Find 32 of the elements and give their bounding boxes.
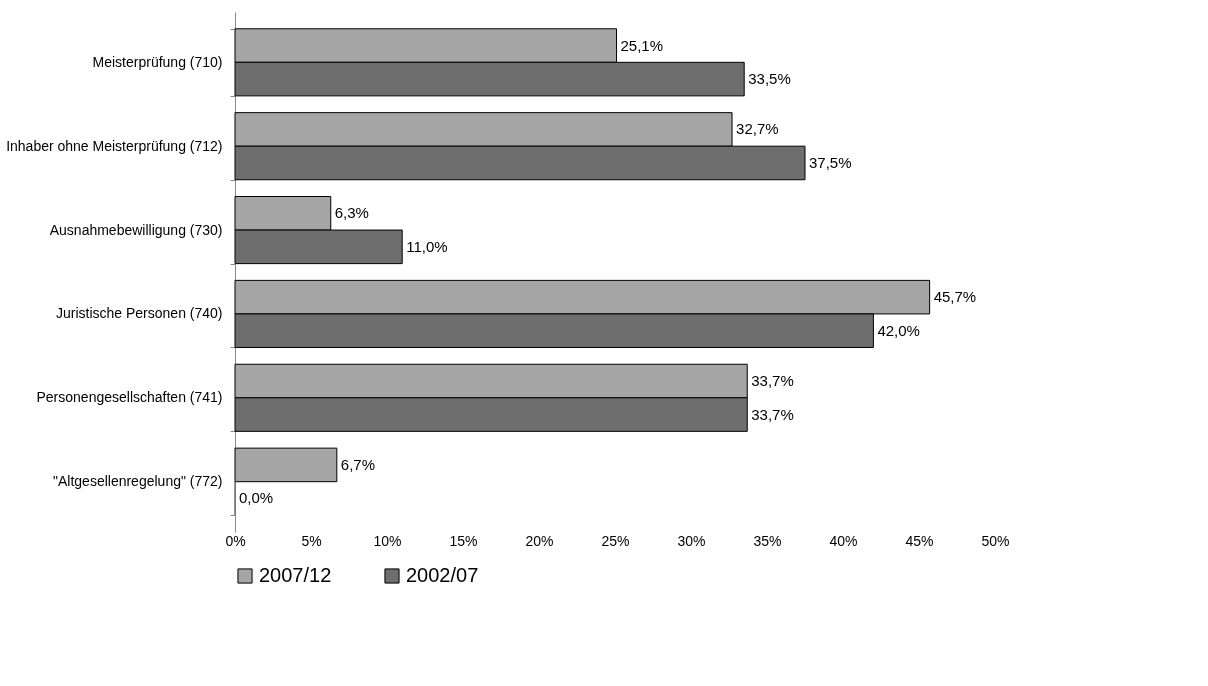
x-tick-label: 5% [301,532,322,549]
x-tick-label: 25% [601,532,630,549]
data-label: 25,1% [620,36,664,54]
bar [234,447,338,483]
x-tick-label: 45% [905,532,934,549]
x-tick-label: 30% [677,532,706,549]
data-label: 42,0% [877,321,920,339]
y-tick-label: "Altgesellenregelung" (772) [53,473,223,490]
x-tick-label: 50% [981,532,1010,549]
x-tick-label: 15% [449,532,478,549]
y-tick-label: Personengesellschaften (741) [36,389,223,406]
x-tick-label: 0% [225,532,246,549]
data-label: 6,3% [334,204,369,222]
data-label: 37,5% [809,153,852,171]
data-label: 33,7% [751,405,794,423]
data-label: 32,7% [736,120,779,138]
data-label: 33,7% [751,372,794,390]
y-tick-label: Meisterprüfung (710) [92,53,223,70]
data-label: 11,0% [406,237,448,255]
data-label: 33,5% [748,70,791,88]
y-tick-label: Inhaber ohne Meisterprüfung (712) [6,137,223,154]
x-tick-label: 35% [753,532,782,549]
data-label: 0,0% [239,489,274,507]
y-tick-label: Ausnahmebewilligung (730) [49,221,223,238]
x-tick-label: 10% [373,532,402,549]
legend-label: 2002/07 [406,564,479,586]
x-tick-label: 40% [829,532,858,549]
data-label: 45,7% [933,288,977,306]
y-tick-label: Juristische Personen (740) [55,305,223,322]
legend-label: 2007/12 [259,564,332,586]
x-tick-label: 20% [525,532,554,549]
data-label: 6,7% [340,455,376,473]
